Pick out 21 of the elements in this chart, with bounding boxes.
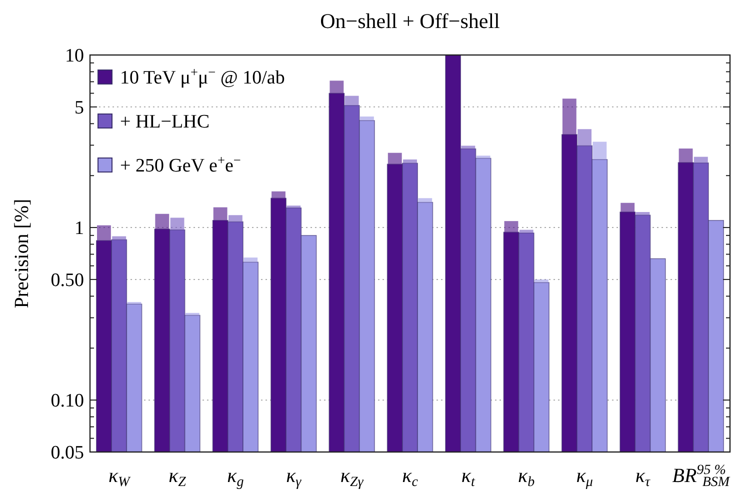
x-tick-label: κ$_{μ}$	[576, 465, 593, 490]
x-tick-label: κ$_{γ}$	[286, 465, 302, 490]
x-tick-label: κ$_{b}$	[518, 465, 535, 490]
x-tick-label: κ$_{g}$	[227, 465, 244, 490]
legend-label: 10 TeV μ$^{+}$μ$^{−}$ @ 10/ab	[120, 64, 285, 89]
x-tick-label: κ$_{Z}$	[168, 465, 186, 490]
x-tick-label: κ$_{c}$	[402, 465, 419, 490]
y-tick-label: 10	[65, 46, 84, 67]
y-tick-label: 0.05	[50, 442, 84, 464]
y-tick-label: 0.10	[50, 390, 84, 412]
x-tick-label: κ$_{W}$	[108, 465, 132, 490]
y-tick-label: 5	[74, 98, 84, 119]
y-axis-title: Precision [%]	[11, 198, 33, 308]
x-tick-label: κ$_{τ}$	[635, 465, 652, 490]
x-tick-label: κ$_{t}$	[461, 465, 476, 490]
legend-label: + HL−LHC	[120, 112, 210, 133]
chart-title: On−shell + Off−shell	[320, 9, 500, 33]
y-tick-label: 1	[74, 218, 84, 240]
y-tick-label: 0.50	[50, 270, 84, 292]
x-tick-label: κ$_{Zγ}$	[340, 465, 364, 490]
legend-label: + 250 GeV e$^{+}$e$^{−}$	[120, 152, 241, 177]
